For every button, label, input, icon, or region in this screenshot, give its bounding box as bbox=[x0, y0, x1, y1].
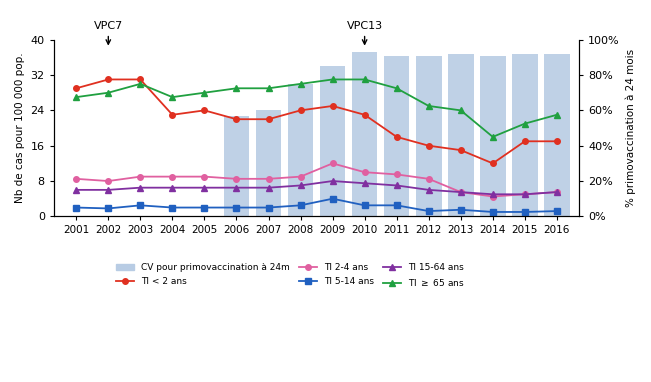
Bar bbox=[416, 56, 441, 216]
Bar bbox=[480, 56, 506, 216]
Text: VPC7: VPC7 bbox=[94, 21, 123, 44]
Bar bbox=[224, 116, 249, 216]
Y-axis label: % primovaccination à 24 mois: % primovaccination à 24 mois bbox=[626, 49, 636, 207]
Bar bbox=[512, 54, 538, 216]
Bar bbox=[288, 84, 313, 216]
Bar bbox=[448, 54, 473, 216]
Bar bbox=[544, 54, 570, 216]
Y-axis label: Nb de cas pour 100 000 pop.: Nb de cas pour 100 000 pop. bbox=[15, 53, 25, 203]
Bar bbox=[352, 52, 378, 216]
Text: VPC13: VPC13 bbox=[346, 21, 383, 44]
Bar bbox=[384, 56, 409, 216]
Legend: CV pour primovaccination à 24m, TI < 2 ans, TI 2-4 ans, TI 5-14 ans, TI 15-64 an: CV pour primovaccination à 24m, TI < 2 a… bbox=[112, 260, 469, 291]
Bar bbox=[256, 110, 281, 216]
Bar bbox=[320, 66, 346, 216]
